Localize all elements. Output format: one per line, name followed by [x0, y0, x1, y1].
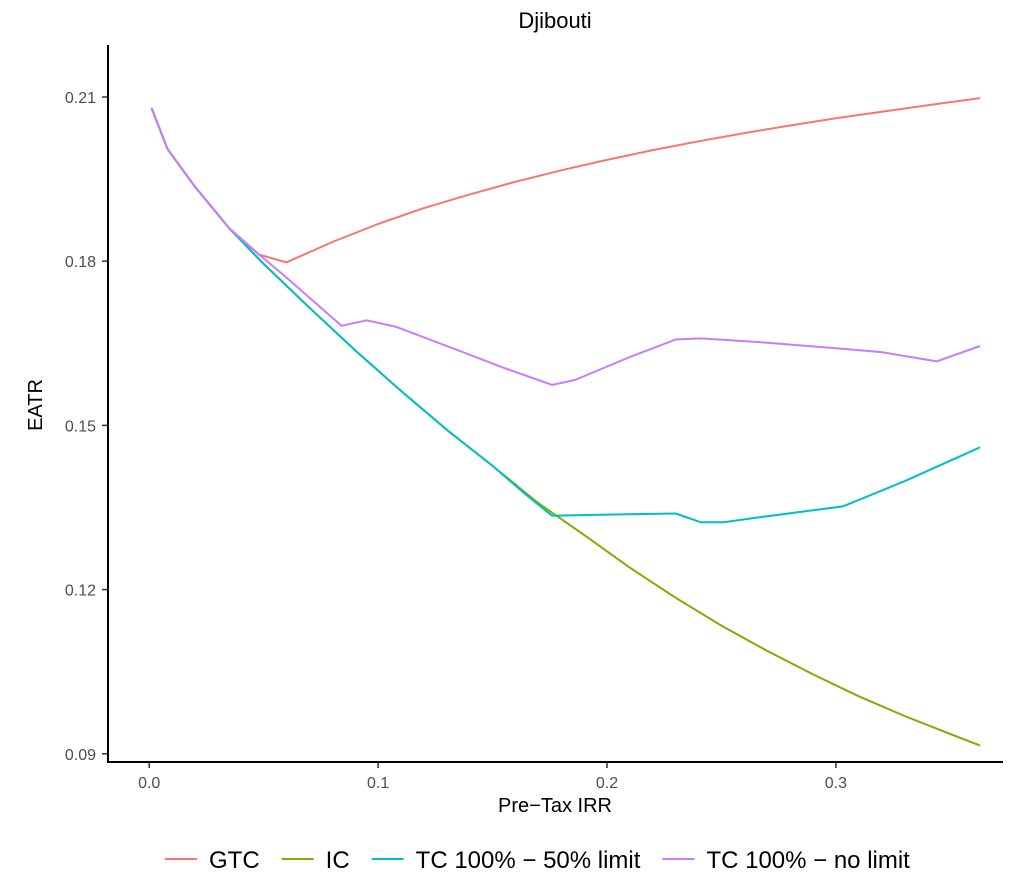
legend-label-3: TC 100% − no limit [706, 847, 910, 874]
y-axis-ticks: 0.09 0.12 0.15 0.18 0.21 [65, 90, 108, 764]
legend-label-2: TC 100% − 50% limit [416, 847, 641, 874]
y-tick-label: 0.15 [65, 418, 96, 435]
legend: GTC IC TC 100% − 50% limit TC 100% − no lim… [165, 847, 910, 874]
x-tick-label: 0.2 [596, 775, 618, 792]
chart-title: Djibouti [518, 8, 591, 33]
legend-label-0: GTC [209, 847, 260, 874]
series-line-1 [150, 107, 981, 747]
x-tick-label: 0.3 [825, 775, 847, 792]
x-axis-label: Pre−Tax IRR [498, 795, 612, 817]
y-tick-label: 0.21 [65, 90, 96, 107]
x-tick-label: 0.1 [367, 775, 389, 792]
x-tick-label: 0.0 [138, 775, 160, 792]
y-axis-label: EATR [25, 379, 47, 431]
series-group [150, 97, 981, 747]
y-tick-label: 0.18 [65, 254, 96, 271]
legend-label-1: IC [326, 847, 350, 874]
x-axis-ticks: 0.0 0.1 0.2 0.3 [138, 762, 847, 792]
y-tick-label: 0.12 [65, 583, 96, 600]
series-line-3 [150, 107, 981, 386]
y-tick-label: 0.09 [65, 747, 96, 764]
series-line-0 [150, 97, 981, 264]
